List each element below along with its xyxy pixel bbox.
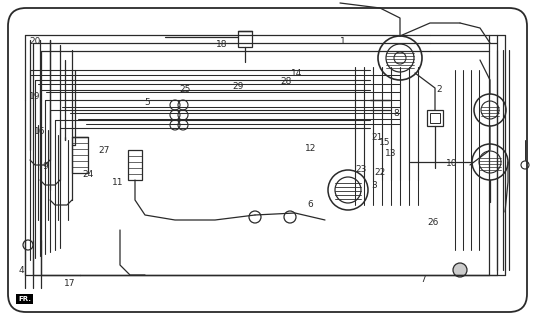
Text: 8: 8 [393,109,399,118]
Text: FR.: FR. [18,296,31,302]
Text: 6: 6 [308,200,313,209]
Text: 21: 21 [371,133,383,142]
Text: 16: 16 [34,127,46,136]
Text: 28: 28 [280,77,292,86]
Text: 19: 19 [29,92,41,100]
Text: 12: 12 [304,144,316,153]
Text: 10: 10 [446,159,458,168]
Text: 27: 27 [98,146,110,155]
Text: 11: 11 [112,178,124,187]
Text: 26: 26 [427,218,439,227]
Text: 14: 14 [291,69,303,78]
Text: 15: 15 [379,138,391,147]
Circle shape [453,263,467,277]
Text: 2: 2 [436,85,441,94]
Text: 24: 24 [82,170,94,179]
Text: 13: 13 [385,149,396,158]
Text: 22: 22 [374,168,386,177]
Text: 5: 5 [144,98,150,107]
Bar [238,31,252,47]
Text: 18: 18 [216,40,228,49]
Text: 23: 23 [355,165,367,174]
Text: 25: 25 [179,85,190,94]
Text: 7: 7 [420,275,425,284]
Text: 20: 20 [29,37,41,46]
Bar [430,113,440,123]
Text: 29: 29 [232,82,244,91]
Bar [128,150,142,180]
Text: 3: 3 [372,181,377,190]
Bar [72,137,88,173]
Text: 9: 9 [43,162,48,171]
Text: 4: 4 [19,266,24,275]
Text: 17: 17 [64,279,75,288]
Text: 1: 1 [340,37,345,46]
Bar [427,110,443,126]
